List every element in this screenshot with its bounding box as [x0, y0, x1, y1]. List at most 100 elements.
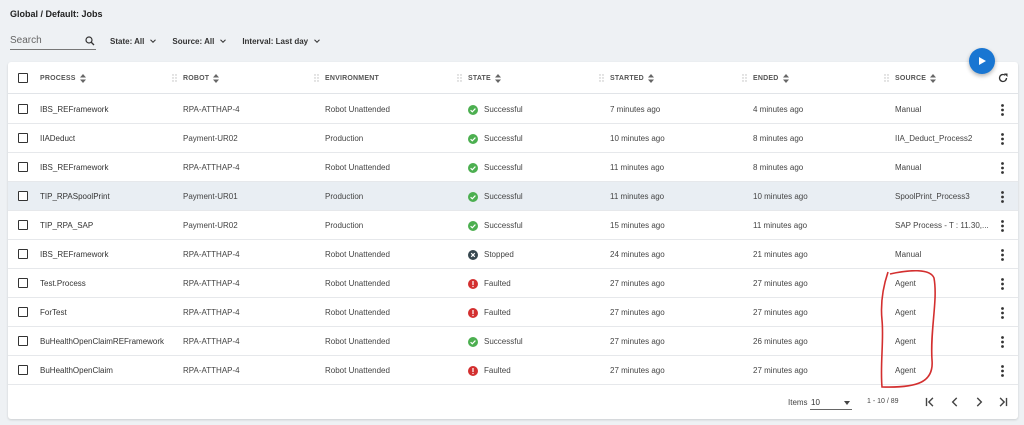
column-drag-handle-icon[interactable]	[314, 74, 319, 82]
process-cell: IBS_REFramework	[40, 250, 109, 259]
state-cell: Successful	[468, 153, 523, 182]
table-row[interactable]: IBS_REFramework RPA-ATTHAP-4 Robot Unatten…	[8, 153, 1018, 182]
ended-cell: 26 minutes ago	[753, 337, 808, 346]
table-row[interactable]: TIP_RPASpoolPrint Payment-UR01 Production S…	[8, 182, 1018, 211]
environment-cell: Robot Unattended	[325, 337, 390, 346]
chevron-down-icon	[220, 39, 227, 43]
column-drag-handle-icon[interactable]	[599, 74, 604, 82]
success-icon	[468, 104, 478, 115]
items-per-page-select[interactable]: 10	[810, 394, 852, 410]
source-filter[interactable]: Source: All	[172, 36, 228, 46]
row-checkbox[interactable]	[18, 249, 28, 259]
started-cell: 7 minutes ago	[610, 105, 661, 114]
state-cell: Faulted	[468, 298, 511, 327]
column-header-label: STARTED	[610, 74, 644, 82]
state-filter-label: State: All	[110, 36, 145, 46]
started-cell: 24 minutes ago	[610, 250, 665, 259]
environment-cell: Robot Unattended	[325, 366, 390, 375]
more-vert-icon[interactable]	[1001, 220, 1004, 232]
first-page-icon[interactable]	[923, 395, 937, 409]
error-icon	[468, 278, 478, 289]
row-checkbox[interactable]	[18, 104, 28, 114]
last-page-icon[interactable]	[996, 395, 1010, 409]
column-header-environment[interactable]: ENVIRONMENT	[314, 62, 379, 94]
column-header-ended[interactable]: ENDED	[742, 62, 789, 94]
start-job-button[interactable]	[969, 48, 995, 74]
started-cell: 11 minutes ago	[610, 192, 665, 201]
column-header-state[interactable]: STATE	[457, 62, 501, 94]
column-drag-handle-icon[interactable]	[457, 74, 462, 82]
environment-cell: Robot Unattended	[325, 163, 390, 172]
state-filter[interactable]: State: All	[110, 36, 158, 46]
table-row[interactable]: BuHealthOpenClaim RPA-ATTHAP-4 Robot Unatt…	[8, 356, 1018, 385]
error-icon	[468, 307, 478, 318]
table-row[interactable]: BuHealthOpenClaimREFramework RPA-ATTHAP-4…	[8, 327, 1018, 356]
row-checkbox[interactable]	[18, 307, 28, 317]
ended-cell: 4 minutes ago	[753, 105, 804, 114]
column-header-label: ENDED	[753, 74, 779, 82]
row-checkbox[interactable]	[18, 191, 28, 201]
column-header-label: ROBOT	[183, 74, 210, 82]
environment-cell: Robot Unattended	[325, 105, 390, 114]
more-vert-icon[interactable]	[1001, 336, 1004, 348]
column-drag-handle-icon[interactable]	[742, 74, 747, 82]
state-cell: Stopped	[468, 240, 514, 269]
row-checkbox[interactable]	[18, 220, 28, 230]
more-vert-icon[interactable]	[1001, 307, 1004, 319]
column-header-started[interactable]: STARTED	[599, 62, 654, 94]
column-drag-handle-icon[interactable]	[172, 74, 177, 82]
more-vert-icon[interactable]	[1001, 162, 1004, 174]
started-cell: 27 minutes ago	[610, 337, 665, 346]
previous-page-icon[interactable]	[948, 395, 962, 409]
more-vert-icon[interactable]	[1001, 104, 1004, 116]
select-all-checkbox[interactable]	[18, 73, 28, 83]
column-header-label: SOURCE	[895, 74, 927, 82]
source-cell: SAP Process - T : 11.30,...	[895, 221, 989, 230]
search-input[interactable]	[10, 35, 80, 46]
environment-cell: Robot Unattended	[325, 308, 390, 317]
column-drag-handle-icon[interactable]	[884, 74, 889, 82]
more-vert-icon[interactable]	[1001, 278, 1004, 290]
process-cell: TIP_RPASpoolPrint	[40, 192, 110, 201]
jobs-table: PROCESS ROBOT ENVIRONMENT STATE STARTED …	[8, 62, 1018, 419]
ended-cell: 27 minutes ago	[753, 366, 808, 375]
more-vert-icon[interactable]	[1001, 191, 1004, 203]
more-vert-icon[interactable]	[1001, 133, 1004, 145]
sort-icon	[79, 73, 86, 83]
column-header-source[interactable]: SOURCE	[884, 62, 937, 94]
column-header-process[interactable]: PROCESS	[40, 62, 86, 94]
interval-filter[interactable]: Interval: Last day	[242, 36, 322, 46]
table-row[interactable]: IBS_REFramework RPA-ATTHAP-4 Robot Unatten…	[8, 95, 1018, 124]
row-checkbox[interactable]	[18, 162, 28, 172]
refresh-icon[interactable]	[997, 72, 1009, 84]
row-checkbox[interactable]	[18, 336, 28, 346]
robot-cell: RPA-ATTHAP-4	[183, 105, 240, 114]
table-row[interactable]: TIP_RPA_SAP Payment-UR02 Production Success…	[8, 211, 1018, 240]
more-vert-icon[interactable]	[1001, 249, 1004, 261]
ended-cell: 11 minutes ago	[753, 221, 808, 230]
items-per-page-value: 10	[811, 398, 820, 407]
table-row[interactable]: Test.Process RPA-ATTHAP-4 Robot Unattended…	[8, 269, 1018, 298]
table-row[interactable]: ForTest RPA-ATTHAP-4 Robot Unattended Fault…	[8, 298, 1018, 327]
more-vert-icon[interactable]	[1001, 365, 1004, 377]
table-row[interactable]: IBS_REFramework RPA-ATTHAP-4 Robot Unatten…	[8, 240, 1018, 269]
source-cell: Manual	[895, 250, 922, 259]
table-row[interactable]: IIADeduct Payment-UR02 Production Successfu…	[8, 124, 1018, 153]
row-checkbox[interactable]	[18, 365, 28, 375]
environment-cell: Production	[325, 221, 364, 230]
search-icon[interactable]	[84, 35, 96, 47]
next-page-icon[interactable]	[972, 395, 986, 409]
error-icon	[468, 365, 478, 376]
row-checkbox[interactable]	[18, 278, 28, 288]
source-cell: Agent	[895, 337, 916, 346]
state-cell: Successful	[468, 182, 523, 211]
row-checkbox[interactable]	[18, 133, 28, 143]
column-header-robot[interactable]: ROBOT	[172, 62, 220, 94]
started-cell: 11 minutes ago	[610, 163, 665, 172]
search-box[interactable]	[10, 32, 96, 50]
sort-icon	[647, 73, 654, 83]
items-per-page-label: Items	[788, 398, 808, 407]
process-cell: BuHealthOpenClaim	[40, 366, 113, 375]
state-label: Successful	[484, 134, 523, 143]
process-cell: IBS_REFramework	[40, 163, 109, 172]
